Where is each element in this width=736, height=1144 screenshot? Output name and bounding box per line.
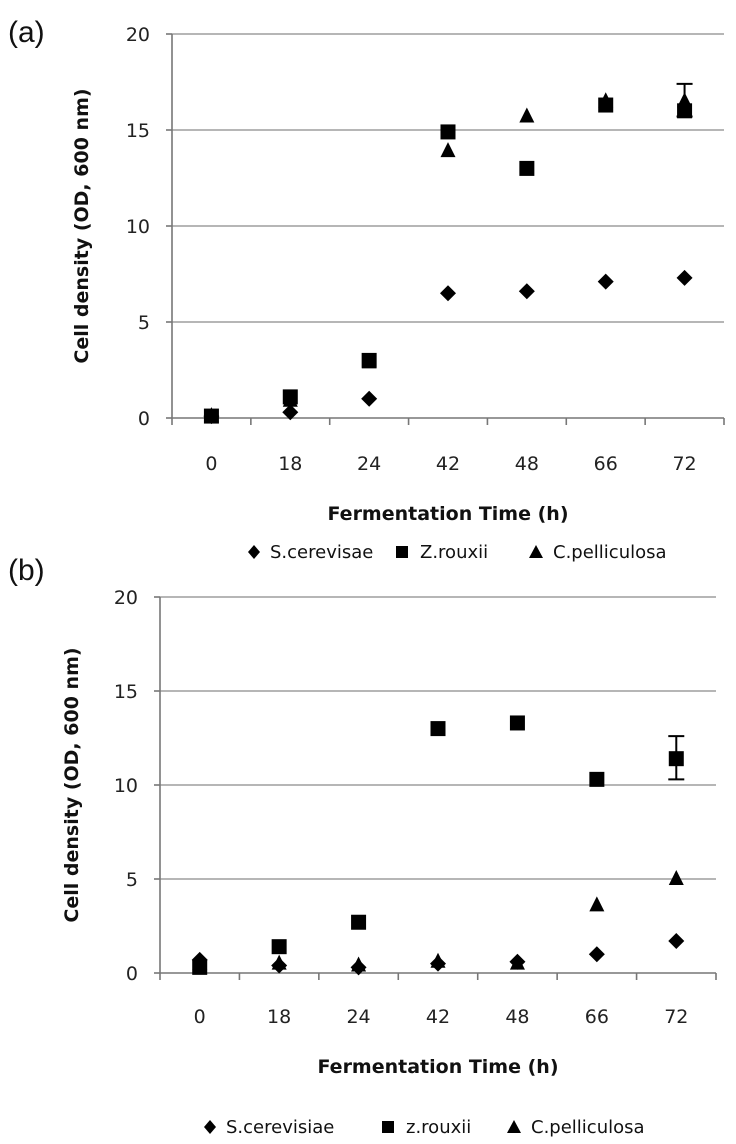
data-point-square xyxy=(430,721,446,737)
x-tick-label: 18 xyxy=(278,453,302,475)
legend-marker-square xyxy=(382,1121,394,1133)
legend-label: C.pelliculosa xyxy=(531,1117,645,1138)
data-point-diamond xyxy=(191,951,208,968)
data-point-square xyxy=(509,715,525,731)
panel-label: (a) xyxy=(8,16,45,49)
legend: S.cerevisae Z.rouxii C.pelliculosa xyxy=(248,542,667,563)
y-tick-label: 0 xyxy=(138,408,150,430)
data-point-diamond xyxy=(350,959,367,976)
data-point-diamond xyxy=(430,955,446,972)
chart-panel-a: (a) 0 5 10 15 20 0 18 24 42 48 66 72 Fermentation Tim… xyxy=(8,16,725,563)
data-point-triangle xyxy=(589,896,605,912)
y-axis-title: Cell density (OD, 600 nm) xyxy=(61,647,83,922)
x-tick-label: 66 xyxy=(585,1006,609,1028)
x-tick-label: 24 xyxy=(346,1006,370,1028)
data-point-diamond xyxy=(588,946,605,963)
legend-item: C.pelliculosa xyxy=(507,1117,645,1138)
x-tick-label: 42 xyxy=(426,1006,450,1028)
series-triangle xyxy=(203,92,693,423)
data-point-diamond xyxy=(676,269,693,286)
y-tick-label: 20 xyxy=(114,587,138,609)
x-tick-label: 48 xyxy=(505,1006,529,1028)
y-axis-title: Cell density (OD, 600 nm) xyxy=(71,88,93,363)
legend-item: S.cerevisiae xyxy=(204,1117,334,1138)
data-point-diamond xyxy=(509,953,526,970)
data-point-square xyxy=(440,124,456,140)
data-point-diamond xyxy=(271,957,288,974)
panel-label: (b) xyxy=(8,554,45,587)
data-point-diamond xyxy=(597,273,614,290)
data-point-diamond xyxy=(440,285,456,302)
legend-label: Z.rouxii xyxy=(420,542,488,563)
x-tick-label: 0 xyxy=(194,1006,206,1028)
data-point-triangle xyxy=(668,870,684,885)
x-tick-label: 18 xyxy=(267,1006,291,1028)
error-bar xyxy=(668,735,685,781)
legend-marker-diamond xyxy=(204,1120,216,1134)
legend-item: Z.rouxii xyxy=(396,542,488,563)
x-tick-label: 66 xyxy=(594,453,618,475)
data-point-diamond xyxy=(668,933,685,950)
data-point-diamond xyxy=(282,404,299,421)
legend-label: S.cerevisae xyxy=(270,542,373,563)
y-tick-label: 10 xyxy=(114,775,138,797)
data-point-diamond xyxy=(361,390,378,407)
legend-label: z.rouxii xyxy=(406,1117,471,1138)
data-point-square xyxy=(598,97,614,113)
y-tick-label: 5 xyxy=(126,869,138,891)
data-point-triangle xyxy=(519,107,535,123)
x-tick-label: 72 xyxy=(672,453,696,475)
legend-marker-square xyxy=(396,546,408,558)
y-tick-label: 0 xyxy=(126,963,138,985)
data-point-square xyxy=(589,771,605,787)
x-tick-label: 24 xyxy=(357,453,381,475)
legend-marker-triangle xyxy=(529,545,543,558)
y-tick-label: 15 xyxy=(114,681,138,703)
data-point-square xyxy=(351,914,367,930)
legend: S.cerevisiae z.rouxii C.pelliculosa xyxy=(204,1117,645,1138)
series-diamond xyxy=(191,933,685,976)
x-tick-label: 72 xyxy=(664,1006,688,1028)
legend-item: z.rouxii xyxy=(382,1117,471,1138)
y-tick-label: 10 xyxy=(126,216,150,238)
legend-marker-diamond xyxy=(248,545,260,559)
data-point-square xyxy=(519,160,535,176)
data-point-square xyxy=(361,352,377,368)
x-axis-title: Fermentation Time (h) xyxy=(317,1056,558,1078)
legend-item: S.cerevisae xyxy=(248,542,373,563)
x-tick-label: 42 xyxy=(436,453,460,475)
error-bar xyxy=(676,82,693,118)
series-square xyxy=(192,715,684,975)
series-diamond xyxy=(203,269,693,425)
x-axis-title: Fermentation Time (h) xyxy=(327,503,568,525)
data-point-triangle xyxy=(440,142,456,158)
y-tick-label: 20 xyxy=(126,24,150,46)
data-point-square xyxy=(271,939,287,955)
legend-marker-triangle xyxy=(507,1120,521,1133)
data-point-diamond xyxy=(518,283,535,300)
x-tick-label: 0 xyxy=(205,453,217,475)
y-tick-label: 5 xyxy=(138,312,150,334)
legend-label: S.cerevisiae xyxy=(226,1117,334,1138)
data-point-diamond xyxy=(203,408,220,425)
legend-item: C.pelliculosa xyxy=(529,542,667,563)
y-tick-label: 15 xyxy=(126,120,150,142)
legend-label: C.pelliculosa xyxy=(553,542,667,563)
data-point-square xyxy=(282,389,298,405)
chart-panel-b: (b) 0 5 10 15 20 0 18 24 42 48 66 72 Fermentation Tim… xyxy=(8,554,717,1138)
x-tick-label: 48 xyxy=(515,453,539,475)
